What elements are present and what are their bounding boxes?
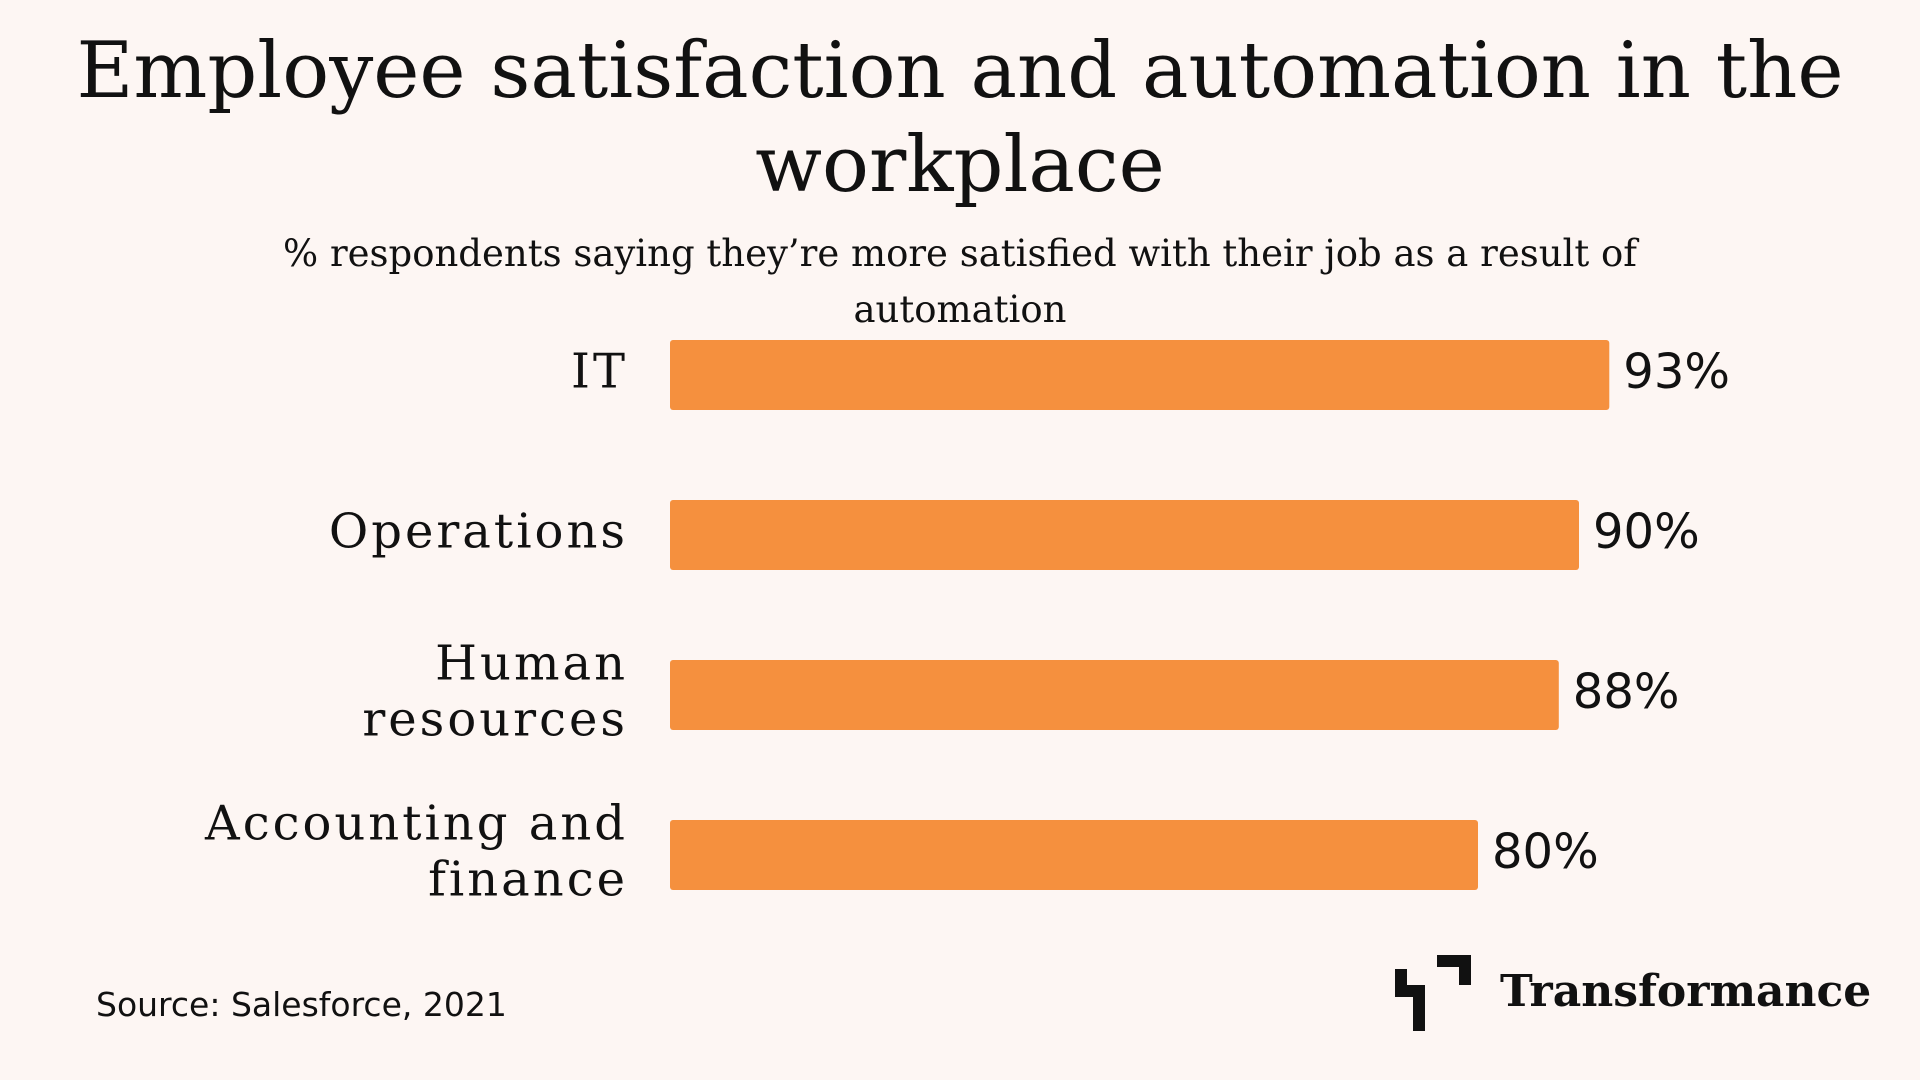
chart-title: Employee satisfaction and automation in …: [76, 26, 1844, 210]
category-label-1-line-0: Operations: [329, 504, 628, 560]
category-label-2-line-1: resources: [362, 692, 628, 748]
category-label-3-line-1: finance: [428, 852, 628, 908]
category-label-2-line-0: Human: [435, 636, 628, 692]
chart-subtitle: % respondents saying they’re more satisf…: [283, 232, 1637, 331]
brand-name: Transformance: [1500, 966, 1872, 1017]
category-label-3-line-0: Accounting and: [204, 796, 628, 852]
bar-0: [670, 340, 1610, 410]
bar-1: [670, 500, 1579, 570]
transformance-logo-icon: [1395, 955, 1471, 1031]
bar-3: [670, 820, 1478, 890]
value-label-0: 93%: [1623, 344, 1730, 400]
value-label-1: 90%: [1593, 504, 1700, 560]
source-note: Source: Salesforce, 2021: [96, 985, 507, 1024]
value-label-2: 88%: [1573, 664, 1680, 720]
category-label-0-line-0: IT: [571, 344, 628, 400]
value-label-3: 80%: [1492, 824, 1599, 880]
bar-2: [670, 660, 1559, 730]
